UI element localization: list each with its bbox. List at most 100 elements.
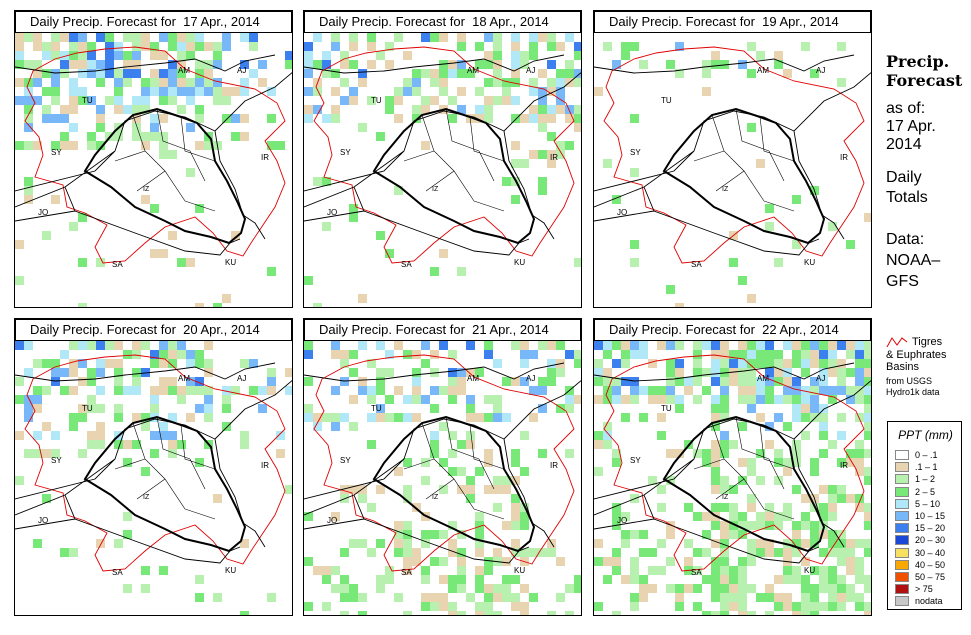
legend-swatch xyxy=(895,474,909,485)
side-title-line2: Forecast xyxy=(886,71,963,90)
map-label-ir: IR xyxy=(261,461,269,470)
basin-line-icon xyxy=(886,337,908,348)
province-lines xyxy=(693,108,795,212)
map-label-aj: AJ xyxy=(816,66,825,75)
legend-label: nodata xyxy=(915,596,943,607)
panel-title: Daily Precip. Forecast for 19 Apr., 2014 xyxy=(594,11,871,33)
panel-title: Daily Precip. Forecast for 18 Apr., 2014 xyxy=(304,11,581,33)
map-label-sy: SY xyxy=(51,148,62,157)
forecast-panel: AM AJ TU SY IR JO SA KU IZ Daily Precip. Forecast… xyxy=(593,318,872,616)
map-label-am: AM xyxy=(178,374,190,383)
province-lines xyxy=(403,108,505,212)
province-lines xyxy=(403,416,505,520)
map-label-aj: AJ xyxy=(237,374,246,383)
map-label-sa: SA xyxy=(112,568,123,577)
as-of-date-line1: 17 Apr. xyxy=(886,118,936,135)
legend-label: .1 – 1 xyxy=(915,462,938,473)
iraq-outline xyxy=(662,415,826,553)
legend-swatch xyxy=(895,559,909,570)
map-label-iz: IZ xyxy=(722,186,729,193)
legend-item: > 75 xyxy=(895,583,933,595)
map-label-sa: SA xyxy=(401,260,412,269)
country-borders xyxy=(15,362,292,564)
country-borders xyxy=(594,362,871,564)
map-label-ku: KU xyxy=(514,566,525,575)
panel-title: Daily Precip. Forecast for 17 Apr., 2014 xyxy=(15,11,292,33)
province-lines xyxy=(693,416,795,520)
precip-cells xyxy=(15,341,292,615)
data-source-line1: NOAA– xyxy=(886,252,941,269)
precip-cells xyxy=(594,42,871,307)
legend-label: 5 – 10 xyxy=(915,498,941,509)
map-label-jo: JO xyxy=(617,208,627,217)
legend-swatch xyxy=(895,462,909,473)
map-label-sy: SY xyxy=(340,456,351,465)
map-label-tu: TU xyxy=(371,404,382,413)
map-label-am: AM xyxy=(467,66,479,75)
iraq-outline xyxy=(372,415,536,553)
map-label-sa: SA xyxy=(112,260,123,269)
precip-map: AM AJ TU SY IR JO SA KU IZ xyxy=(304,33,581,307)
precip-map: AM AJ TU SY IR JO SA KU IZ xyxy=(304,341,581,615)
data-label: Data: xyxy=(886,231,925,248)
map-label-sa: SA xyxy=(691,568,702,577)
country-borders xyxy=(15,54,292,256)
map-label-ku: KU xyxy=(225,566,236,575)
map-label-ku: KU xyxy=(225,258,236,267)
forecast-panel: AM AJ TU SY IR JO SA KU IZ Daily Precip. Forecast… xyxy=(14,318,293,616)
iraq-outline xyxy=(83,415,247,553)
legend-item: 10 – 15 xyxy=(895,510,945,522)
legend-swatch xyxy=(895,486,909,497)
map-label-iz: IZ xyxy=(432,494,439,501)
forecast-panel: AM AJ TU SY IR JO SA KU IZ Daily Precip. Forecast… xyxy=(303,10,582,308)
legend-item: nodata xyxy=(895,595,943,607)
precip-map: AM AJ TU SY IR JO SA KU IZ xyxy=(594,42,871,307)
basin-label-line1: Tigres xyxy=(912,336,943,348)
legend-label: 1 – 2 xyxy=(915,474,936,485)
map-label-sy: SY xyxy=(630,456,641,465)
legend-item: 50 – 75 xyxy=(895,571,945,583)
map-label-ir: IR xyxy=(550,153,558,162)
legend-label: 30 – 40 xyxy=(915,547,946,558)
map-label-aj: AJ xyxy=(526,374,535,383)
basin-outline xyxy=(24,354,286,572)
map-label-aj: AJ xyxy=(816,374,825,383)
map-label-iz: IZ xyxy=(143,494,150,501)
basin-source-line1: from USGS xyxy=(886,376,933,386)
legend-item: 1 – 2 xyxy=(895,473,935,485)
country-borders xyxy=(594,54,871,256)
precip-cells xyxy=(304,33,581,307)
precip-cells xyxy=(304,341,581,615)
map-label-jo: JO xyxy=(38,516,48,525)
legend-swatch xyxy=(895,523,909,534)
basin-outline xyxy=(313,354,575,572)
panel-title: Daily Precip. Forecast for 22 Apr., 2014 xyxy=(594,319,871,341)
precip-map: AM AJ TU SY IR JO SA KU IZ xyxy=(15,33,292,307)
panel-title: Daily Precip. Forecast for 20 Apr., 2014 xyxy=(15,319,292,341)
precip-map: AM AJ TU SY IR JO SA KU IZ xyxy=(15,341,292,615)
map-label-tu: TU xyxy=(661,96,672,105)
map-label-iz: IZ xyxy=(432,186,439,193)
map-label-iz: IZ xyxy=(143,186,150,193)
map-label-tu: TU xyxy=(82,96,93,105)
map-label-tu: TU xyxy=(661,404,672,413)
side-title: Precip. Forecast xyxy=(886,52,962,90)
map-label-jo: JO xyxy=(327,516,337,525)
precip-cells xyxy=(594,341,871,615)
basin-label-line2: & Euphrates xyxy=(886,349,947,361)
data-source-line2: GFS xyxy=(886,273,919,290)
legend-label: 50 – 75 xyxy=(915,572,946,582)
map-label-ir: IR xyxy=(840,461,848,470)
map-label-am: AM xyxy=(178,66,190,75)
map-label-am: AM xyxy=(757,374,769,383)
legend-item: .1 – 1 xyxy=(895,461,938,473)
basin-outline xyxy=(313,46,575,264)
legend-item: 20 – 30 xyxy=(895,534,945,546)
legend-label: > 75 xyxy=(915,584,933,595)
legend-label: 10 – 15 xyxy=(915,511,946,521)
map-label-aj: AJ xyxy=(526,66,535,75)
country-borders xyxy=(304,54,581,256)
daily-label-line1: Daily xyxy=(886,169,922,186)
legend-item: 2 – 5 xyxy=(895,486,935,498)
basin-outline xyxy=(603,46,865,264)
